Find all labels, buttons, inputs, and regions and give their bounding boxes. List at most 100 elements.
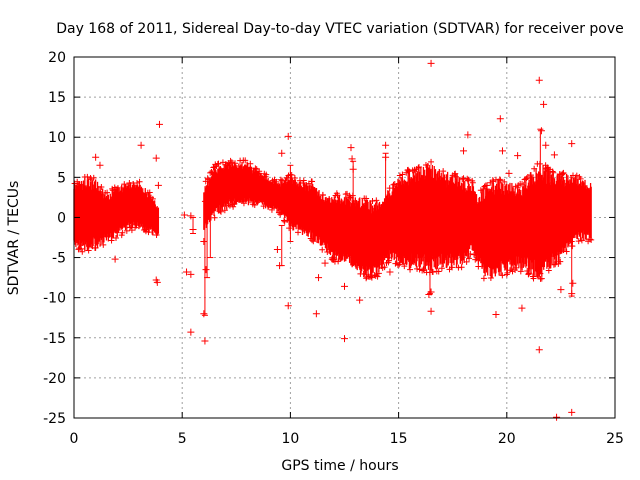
outlier-point (460, 147, 468, 155)
outlier-point (276, 262, 284, 270)
data-layer (71, 59, 595, 421)
band-point (242, 157, 249, 164)
band-point (463, 258, 470, 265)
band-point (295, 229, 302, 236)
band-point (230, 203, 237, 210)
x-tick-label: 25 (606, 431, 624, 447)
y-tick-label: 20 (48, 50, 66, 66)
band-point (310, 238, 317, 245)
band-point (79, 248, 86, 255)
outlier-point (356, 296, 364, 304)
band-point (104, 189, 111, 196)
outlier-point (341, 335, 348, 343)
band-point (428, 158, 435, 165)
y-tick-label: -10 (43, 291, 66, 307)
outlier-point (349, 165, 357, 173)
band-point (90, 174, 97, 181)
band-point (123, 227, 130, 234)
outlier-point (278, 149, 286, 157)
outlier-point (183, 268, 191, 276)
band-point (100, 241, 107, 248)
outlier-point (427, 59, 435, 67)
band-point (467, 250, 474, 257)
x-tick-label: 5 (178, 431, 187, 447)
band-point (88, 176, 95, 183)
band-point (309, 178, 316, 185)
band-point (523, 175, 530, 182)
band-point (545, 267, 552, 274)
outlier-point (569, 279, 577, 287)
band-point (465, 176, 472, 183)
outlier-point (111, 255, 119, 263)
outlier-point (152, 154, 160, 162)
band-point (84, 173, 91, 180)
band-point (381, 264, 388, 271)
band-point (227, 157, 234, 164)
band-point (526, 270, 533, 277)
outlier-point (153, 278, 161, 286)
band-point (300, 177, 307, 184)
band-point (392, 260, 399, 267)
band-point (252, 165, 259, 172)
band-point (563, 248, 570, 255)
band-point (288, 172, 295, 179)
band-point (98, 184, 105, 191)
outlier-point (155, 120, 163, 128)
x-tick-label: 10 (281, 431, 299, 447)
band-point (126, 180, 133, 187)
band-point (550, 169, 557, 176)
band-point (319, 191, 326, 198)
band-point (263, 171, 270, 178)
outlier-point (557, 286, 565, 294)
x-tick-label: 15 (390, 431, 408, 447)
band-point (559, 170, 566, 177)
band-point (480, 275, 487, 282)
x-tick-label: 0 (70, 431, 79, 447)
band-point (136, 178, 143, 185)
band-point (484, 182, 491, 189)
band-point (215, 160, 222, 167)
outlier-point (568, 290, 576, 298)
outlier-point (189, 225, 197, 233)
outlier-point (180, 211, 188, 219)
band-point (577, 175, 584, 182)
outlier-point (202, 266, 210, 274)
outlier-point (315, 274, 323, 282)
band-point (560, 169, 567, 176)
band-point (277, 176, 284, 183)
y-tick-label: 0 (57, 210, 66, 226)
outlier-point (382, 153, 390, 161)
band-point (557, 258, 564, 265)
band-point (530, 275, 537, 282)
outlier-point (427, 307, 435, 315)
band-point (121, 181, 128, 188)
band-point (525, 271, 532, 278)
outlier-point (137, 141, 145, 149)
band-point (415, 163, 422, 170)
band-point (394, 262, 401, 269)
band-point (513, 264, 520, 271)
y-tick-label: -5 (52, 251, 66, 267)
band-point (435, 268, 442, 275)
outlier-point (514, 152, 522, 160)
x-tick-label: 20 (498, 431, 516, 447)
outlier-point (568, 408, 576, 416)
outlier-point (321, 259, 329, 267)
outlier-point (492, 311, 500, 319)
band-point (440, 168, 447, 175)
band-point (281, 217, 288, 224)
outlier-point (386, 268, 394, 276)
plot-frame (73, 56, 616, 419)
band-point (452, 170, 459, 177)
band-point (497, 177, 504, 184)
outlier-point (187, 328, 195, 336)
band-point (251, 201, 258, 208)
band-point (401, 263, 408, 270)
outlier-point (537, 127, 545, 135)
chart-title: Day 168 of 2011, Sidereal Day-to-day VTE… (56, 21, 624, 37)
outlier-point (187, 270, 195, 278)
x-axis-label: GPS time / hours (281, 458, 398, 474)
outlier-point (187, 212, 195, 220)
outlier-point (550, 151, 558, 159)
outlier-point (348, 155, 356, 163)
